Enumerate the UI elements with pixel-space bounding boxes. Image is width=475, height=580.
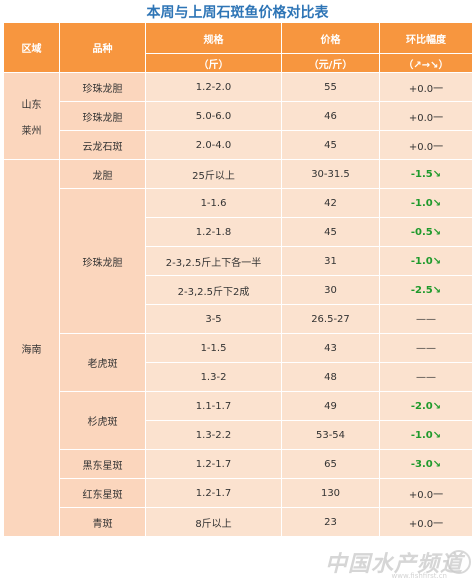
header-change: 环比幅度 (379, 22, 473, 54)
price-cell: 26.5-27 (281, 304, 380, 334)
variety-cell: 珍珠龙胆 (59, 72, 146, 102)
spec-cell: 25斤以上 (145, 159, 282, 189)
price-cell: 49 (281, 391, 380, 421)
change-cell: -1.0↘ (379, 420, 473, 450)
change-cell: +0.0一 (379, 478, 473, 508)
price-cell: 130 (281, 478, 380, 508)
price-cell: 31 (281, 246, 380, 276)
change-cell: -1.0↘ (379, 246, 473, 276)
spec-cell: 1.2-1.8 (145, 217, 282, 247)
price-cell: 23 (281, 507, 380, 537)
variety-cell: 云龙石斑 (59, 130, 146, 160)
price-cell: 55 (281, 72, 380, 102)
variety-cell: 龙胆 (59, 159, 146, 189)
variety-cell: 黑东星斑 (59, 449, 146, 479)
table-row: 青斑 8斤以上 23 +0.0一 (4, 507, 473, 537)
spec-cell: 2.0-4.0 (145, 130, 282, 160)
spec-cell: 5.0-6.0 (145, 101, 282, 131)
region-shandong-laizhou: 山东 莱州 (3, 72, 60, 160)
spec-cell: 1.2-1.7 (145, 449, 282, 479)
price-comparison-table: 区域 品种 规格 价格 环比幅度 （斤） （元/斤） （↗→↘） 山东 莱州 珍… (3, 22, 473, 537)
change-cell: —— (379, 333, 473, 363)
table-row: 杉虎斑 1.1-1.7 49 -2.0↘ (4, 391, 473, 450)
table-row: 红东星斑 1.2-1.7 130 +0.0一 (4, 478, 473, 508)
spec-cell: 2-3,2.5斤下2成 (145, 275, 282, 305)
change-cell: +0.0一 (379, 130, 473, 160)
price-cell: 45 (281, 130, 380, 160)
change-cell: -3.0↘ (379, 449, 473, 479)
change-cell: -1.5↘ (379, 159, 473, 189)
table-row: 海南 龙胆 25斤以上 30-31.5 -1.5↘ (3, 159, 473, 537)
header-price: 价格 (281, 22, 380, 54)
table-row: 1.3-2.2 53-54 -1.0↘ (4, 420, 473, 450)
change-cell: +0.0一 (379, 72, 473, 102)
spec-cell: 1.1-1.7 (145, 391, 282, 421)
table-row: 山东 莱州 珍珠龙胆 1.2-2.0 55 +0.0一 (3, 72, 473, 160)
change-cell: -1.0↘ (379, 188, 473, 218)
variety-cell: 老虎斑 (59, 333, 146, 392)
header-spec-unit: （斤） (145, 53, 282, 73)
price-cell: 43 (281, 333, 380, 363)
variety-cell: 青斑 (59, 507, 146, 537)
spec-cell: 1-1.6 (145, 188, 282, 218)
price-cell: 30 (281, 275, 380, 305)
table-row: 珍珠龙胆 5.0-6.0 46 +0.0一 (4, 101, 473, 131)
spec-cell: 1-1.5 (145, 333, 282, 363)
table-row: 1.3-2 48 —— (4, 362, 473, 392)
price-cell: 46 (281, 101, 380, 131)
region-label: 莱州 (21, 125, 42, 137)
fish-logo-icon (447, 550, 471, 574)
table-row: 1.2-1.8 45 -0.5↘ (4, 217, 473, 247)
change-cell: —— (379, 304, 473, 334)
header-spec: 规格 (145, 22, 282, 54)
header-change-unit: （↗→↘） (379, 53, 473, 73)
price-cell: 53-54 (281, 420, 380, 450)
spec-cell: 8斤以上 (145, 507, 282, 537)
watermark-text: 中国水产频道 (324, 552, 463, 577)
change-cell: —— (379, 362, 473, 392)
region-hainan: 海南 (3, 159, 60, 537)
header-variety: 品种 (59, 22, 146, 73)
variety-cell: 珍珠龙胆 (59, 101, 146, 131)
table-row: 黑东星斑 1.2-1.7 65 -3.0↘ (4, 449, 473, 479)
price-cell: 42 (281, 188, 380, 218)
table-row: 2-3,2.5斤上下各一半 31 -1.0↘ (4, 246, 473, 276)
change-cell: -2.5↘ (379, 275, 473, 305)
table-title: 本周与上周石斑鱼价格对比表 (146, 5, 329, 21)
spec-cell: 3-5 (145, 304, 282, 334)
header-price-unit: （元/斤） (281, 53, 380, 73)
change-cell: -2.0↘ (379, 391, 473, 421)
table-row: 老虎斑 1-1.5 43 —— (4, 333, 473, 392)
price-cell: 30-31.5 (281, 159, 380, 189)
change-cell: +0.0一 (379, 101, 473, 131)
spec-cell: 1.2-2.0 (145, 72, 282, 102)
price-cell: 48 (281, 362, 380, 392)
spec-cell: 1.2-1.7 (145, 478, 282, 508)
region-label: 山东 (21, 99, 42, 111)
table-row: 珍珠龙胆 1-1.6 42 -1.0↘ (4, 188, 473, 334)
watermark-url: www.fishfirst.cn (391, 572, 447, 580)
change-cell: +0.0一 (379, 507, 473, 537)
variety-cell: 红东星斑 (59, 478, 146, 508)
spec-cell: 1.3-2.2 (145, 420, 282, 450)
table-row: 云龙石斑 2.0-4.0 45 +0.0一 (4, 130, 473, 160)
price-cell: 45 (281, 217, 380, 247)
change-cell: -0.5↘ (379, 217, 473, 247)
variety-cell: 杉虎斑 (59, 391, 146, 450)
variety-cell: 珍珠龙胆 (59, 188, 146, 334)
header-region: 区域 (3, 22, 60, 73)
price-cell: 65 (281, 449, 380, 479)
spec-cell: 2-3,2.5斤上下各一半 (145, 246, 282, 276)
spec-cell: 1.3-2 (145, 362, 282, 392)
table-row: 3-5 26.5-27 —— (4, 304, 473, 334)
table-row: 2-3,2.5斤下2成 30 -2.5↘ (4, 275, 473, 305)
